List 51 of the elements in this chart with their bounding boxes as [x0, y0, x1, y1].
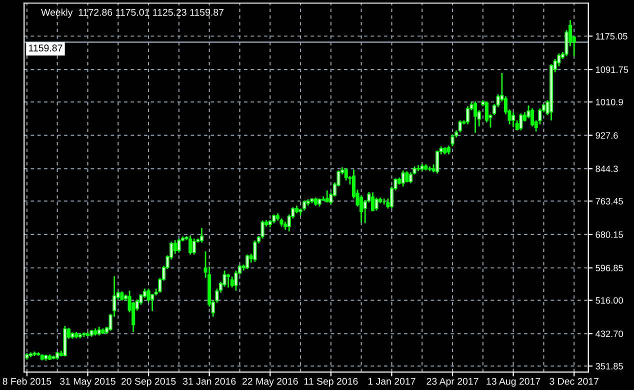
x-tick-label: 1 Jan 2017 [368, 378, 416, 385]
candlestick [458, 120, 462, 134]
y-tick-label: 1091.75 [596, 66, 628, 73]
candlestick [173, 239, 177, 254]
candlestick [519, 112, 523, 132]
y-tick-label: 351.85 [596, 362, 623, 370]
candlestick [226, 273, 230, 288]
candlestick [325, 190, 329, 204]
text: Weekly 1172.86 1175.01 1125.23 1159.87 [41, 8, 224, 18]
x-tick-label: 31 Jan 2016 [182, 378, 236, 385]
x-tick-label: 20 Sep 2015 [121, 378, 176, 387]
candlestick [260, 220, 264, 240]
candlestick [405, 170, 409, 184]
y-tick-label: 763.45 [596, 198, 623, 205]
candlestick [474, 100, 478, 134]
x-tick-label: 23 Apr 2017 [426, 378, 478, 387]
candlestick [450, 134, 454, 148]
y-tick-label: 1175.05 [596, 33, 628, 40]
candlestick [484, 100, 488, 124]
y-tick-label: 596.85 [596, 264, 623, 272]
candlestick [200, 227, 204, 244]
candlestick [401, 170, 405, 188]
y-tick-label: 927.6 [596, 132, 618, 139]
candlestick [120, 290, 124, 302]
x-tick-label: 22 May 2016 [242, 378, 298, 387]
candlestick [188, 234, 192, 256]
candlestick [253, 240, 257, 262]
candlestick [344, 168, 348, 182]
candlestick [192, 238, 196, 256]
x-tick-label: 8 Feb 2015 [2, 378, 52, 385]
x-tick-label: 11 Sep 2016 [304, 378, 358, 387]
x-tick-label: 3 Dec 2017 [550, 378, 598, 385]
candlestick [177, 238, 181, 254]
ref-line-label: 1159.87 [29, 44, 62, 52]
y-tick-label: 1010.9 [596, 98, 623, 106]
candlestick [142, 288, 146, 299]
x-tick-label: 31 May 2015 [60, 378, 116, 387]
x-tick-label: 13 Aug 2017 [486, 378, 540, 387]
candlestick [230, 276, 234, 288]
y-tick-label: 516.00 [596, 297, 623, 304]
candlestick [374, 196, 378, 212]
candlestick [466, 106, 470, 126]
y-tick-label: 432.70 [596, 330, 623, 338]
y-tick-label: 844.3 [596, 166, 618, 172]
candlestick [530, 108, 534, 128]
candlestick [436, 150, 440, 174]
candlestick [246, 254, 250, 270]
y-tick-label: 680.15 [596, 231, 623, 238]
candlestick [302, 200, 306, 212]
candlestick [370, 192, 374, 212]
candlestick [512, 112, 516, 128]
